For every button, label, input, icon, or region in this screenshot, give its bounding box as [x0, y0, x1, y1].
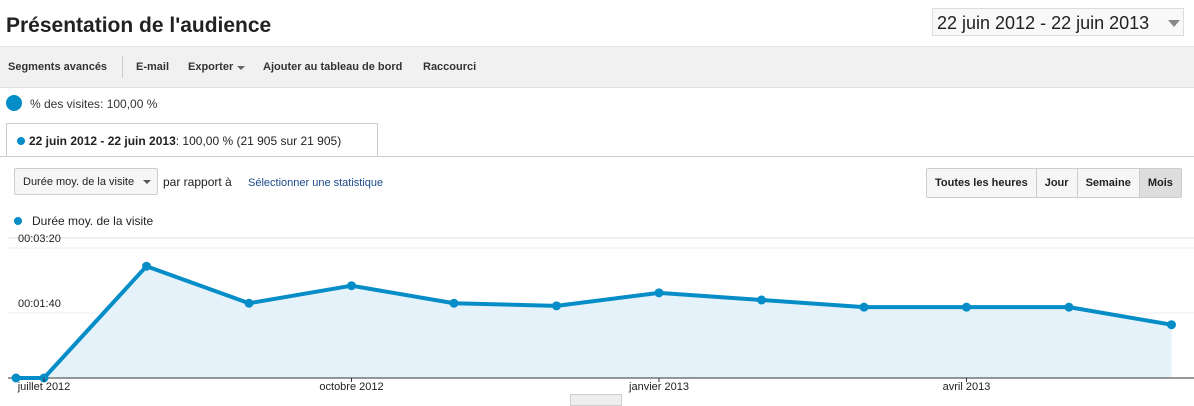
point	[552, 301, 561, 311]
point	[244, 298, 254, 308]
separator	[122, 56, 123, 78]
expand-tab[interactable]	[570, 394, 622, 406]
y-tick-label: 00:01:40	[18, 298, 61, 310]
toolbar-button[interactable]: Ajouter au tableau de bord	[263, 61, 403, 73]
granularity-button[interactable]: Jour	[1035, 169, 1077, 197]
date-range[interactable]: 22 juin 2012 - 22 juin 2013	[932, 8, 1184, 36]
point	[654, 288, 664, 298]
granularity-button[interactable]: Semaine	[1076, 169, 1139, 197]
x-tick-label: avril 2013	[943, 381, 991, 393]
visits-share: % des visites: 100,00 %	[30, 97, 158, 111]
point	[347, 281, 356, 291]
point	[11, 373, 21, 383]
point	[1167, 320, 1176, 330]
toolbar-button[interactable]: Segments avancés	[8, 61, 108, 73]
segment-stats: : 100,00 % (21 905 sur 21 905)	[175, 134, 342, 148]
point	[859, 302, 869, 312]
segment-tab[interactable]: 22 juin 2012 - 22 juin 2013: 100,00 % (2…	[6, 123, 378, 157]
caret	[237, 66, 245, 70]
pie-icon	[6, 95, 22, 111]
point	[142, 261, 151, 271]
dropdown-arrow	[1168, 20, 1180, 27]
metric-dropdown[interactable]: Durée moy. de la visite	[14, 168, 158, 195]
x-tick-label: janvier 2013	[628, 381, 689, 393]
toolbar-button[interactable]: Raccourci	[423, 61, 477, 73]
compare-label: par rapport à	[163, 175, 232, 189]
segment-range: 22 juin 2012 - 22 juin 2013	[29, 134, 176, 148]
granularity-button[interactable]: Toutes les heures	[927, 169, 1036, 197]
x-tick-label: octobre 2012	[319, 381, 383, 393]
point	[962, 302, 971, 312]
point	[449, 298, 459, 308]
point	[1064, 302, 1074, 312]
divider	[0, 156, 1194, 157]
granularity-buttons: Toutes les heures Jour Semaine Mois	[926, 168, 1182, 198]
x-tick-label: juillet 2012	[17, 381, 71, 393]
toolbar-button[interactable]: E-mail	[136, 61, 170, 73]
chart: Durée moy. de la visite 00:01:40 00:03:20 j…	[8, 214, 1194, 393]
legend-label: Durée moy. de la visite	[32, 214, 153, 228]
toolbar-button[interactable]: Exporter	[188, 61, 234, 73]
caret	[143, 180, 151, 184]
point	[757, 295, 766, 305]
y-tick-label: 00:03:20	[18, 233, 61, 245]
select-metric-link[interactable]: Sélectionner une statistique	[248, 177, 384, 189]
granularity-button[interactable]: Mois	[1138, 169, 1181, 197]
page-title: Présentation de l'audience	[6, 14, 272, 37]
segment-dot	[17, 137, 25, 145]
legend-marker	[14, 217, 22, 225]
toolbar: Segments avancés E-mail Exporter Ajouter…	[0, 46, 1194, 88]
